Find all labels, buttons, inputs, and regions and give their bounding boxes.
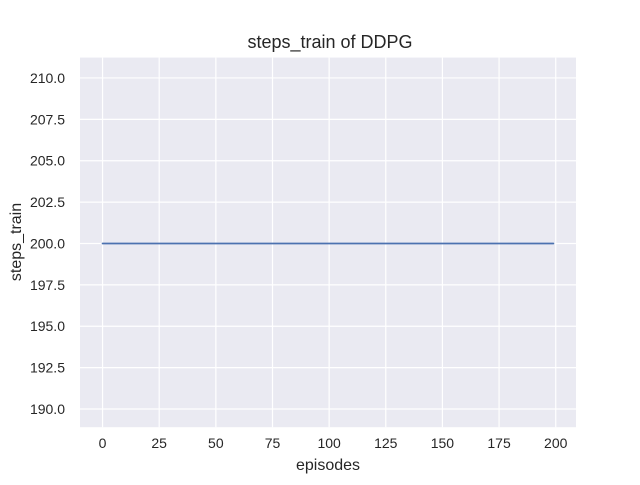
- x-tick-label: 25: [151, 435, 167, 451]
- y-tick-label: 195.0: [30, 318, 65, 334]
- x-tick-label: 150: [431, 435, 455, 451]
- chart-title: steps_train of DDPG: [247, 32, 412, 53]
- x-tick-label: 50: [208, 435, 224, 451]
- y-tick-label: 197.5: [30, 277, 65, 293]
- y-tick-label: 207.5: [30, 111, 65, 127]
- x-tick-label: 175: [487, 435, 511, 451]
- y-tick-label: 190.0: [30, 401, 65, 417]
- x-tick-label: 125: [374, 435, 398, 451]
- x-axis-label: episodes: [296, 457, 360, 474]
- y-axis-label: steps_train: [8, 203, 25, 281]
- x-tick-label: 75: [265, 435, 281, 451]
- y-tick-label: 202.5: [30, 194, 65, 210]
- x-tick-label: 100: [317, 435, 341, 451]
- y-tick-label: 200.0: [30, 235, 65, 251]
- y-tick-label: 205.0: [30, 153, 65, 169]
- y-tick-label: 210.0: [30, 70, 65, 86]
- x-tick-label: 0: [99, 435, 107, 451]
- y-tick-label: 192.5: [30, 360, 65, 376]
- plot-area: [80, 57, 576, 428]
- x-tick-label: 200: [544, 435, 568, 451]
